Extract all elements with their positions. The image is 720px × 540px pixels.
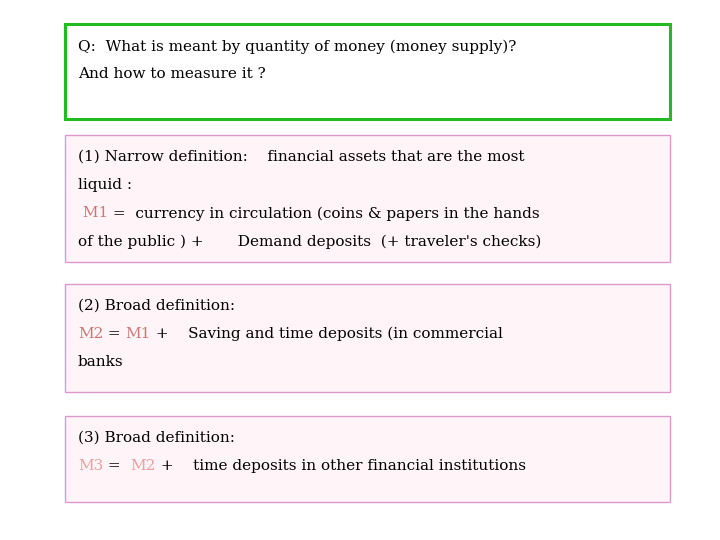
Text: =  currency in circulation (coins & papers in the hands: = currency in circulation (coins & paper…	[108, 206, 539, 221]
Text: M1: M1	[125, 327, 151, 341]
Text: banks: banks	[78, 355, 123, 369]
Text: =: =	[103, 459, 130, 473]
Text: M1: M1	[78, 206, 108, 220]
Text: And how to measure it ?: And how to measure it ?	[78, 68, 266, 82]
Text: M3: M3	[78, 459, 103, 473]
FancyBboxPatch shape	[65, 284, 670, 392]
Text: liquid :: liquid :	[78, 178, 132, 192]
Text: M2: M2	[78, 327, 103, 341]
Text: M2: M2	[130, 459, 156, 473]
Text: of the public ) +       Demand deposits  (+ traveler's checks): of the public ) + Demand deposits (+ tra…	[78, 234, 541, 249]
FancyBboxPatch shape	[65, 24, 670, 119]
Text: +    time deposits in other financial institutions: + time deposits in other financial insti…	[156, 459, 526, 473]
Text: +    Saving and time deposits (in commercial: + Saving and time deposits (in commercia…	[151, 327, 503, 341]
Text: =: =	[103, 327, 125, 341]
Text: (2) Broad definition:: (2) Broad definition:	[78, 299, 235, 313]
Text: (3) Broad definition:: (3) Broad definition:	[78, 431, 235, 445]
FancyBboxPatch shape	[65, 135, 670, 262]
FancyBboxPatch shape	[65, 416, 670, 502]
Text: (1) Narrow definition:    financial assets that are the most: (1) Narrow definition: financial assets …	[78, 150, 524, 164]
Text: Q:  What is meant by quantity of money (money supply)?: Q: What is meant by quantity of money (m…	[78, 39, 516, 54]
